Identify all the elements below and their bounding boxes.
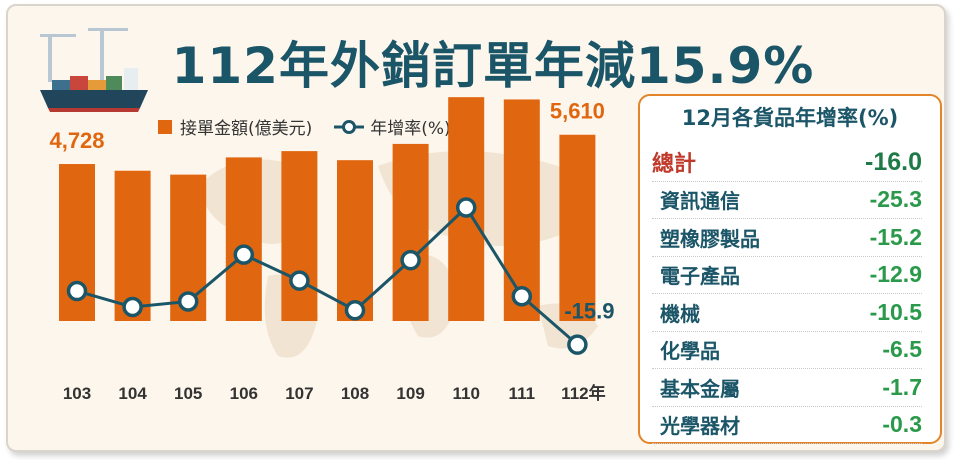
category-growth-value: -0.3 — [882, 411, 922, 438]
bar-swatch — [158, 119, 172, 134]
panel-title: 12月各貨品年增率(%) — [681, 106, 899, 130]
container-stack — [88, 80, 106, 90]
ship-hull — [40, 90, 148, 108]
category-label: 基本金屬 — [660, 376, 740, 401]
category-row-total: 總計 -16.0 — [652, 144, 922, 182]
growth-rate-point — [511, 286, 533, 307]
category-label: 光學器材 — [660, 414, 740, 439]
category-row: 資訊通信 -25.3 — [652, 182, 922, 219]
x-tick-label: 106 — [230, 384, 258, 403]
bar — [392, 143, 429, 321]
ship-waterline — [48, 108, 140, 112]
crane-tower — [100, 28, 104, 82]
growth-rate-point — [66, 280, 88, 302]
x-tick-label: 104 — [118, 384, 147, 403]
category-row: 塑橡膠製品 -15.2 — [652, 219, 922, 257]
bar — [225, 157, 262, 321]
x-tick-label: 103 — [63, 384, 91, 403]
line-swatch-icon — [334, 119, 365, 134]
growth-rate-point — [177, 291, 199, 312]
chart-legend: 接單金額(億美元) 年增率(%) — [158, 114, 473, 139]
category-row: 化學品 -6.5 — [652, 332, 922, 369]
growth-rate-point — [122, 296, 143, 318]
line-data-label: -15.9 — [564, 299, 614, 324]
category-label: 塑橡膠製品 — [660, 226, 760, 251]
x-tick-label: 109 — [396, 384, 424, 403]
category-growth-value: -12.9 — [869, 261, 922, 288]
x-tick-label: 111 — [509, 384, 536, 403]
crane-arm — [40, 34, 76, 37]
category-row: 機械 -10.5 — [652, 294, 922, 332]
growth-rate-point — [233, 244, 255, 265]
category-growth-value: -1.7 — [882, 373, 922, 400]
crane-tower — [48, 34, 52, 82]
category-row: 電子產品 -12.9 — [652, 257, 922, 294]
x-tick-label: 108 — [341, 384, 369, 403]
category-growth-value: -6.5 — [882, 336, 922, 363]
container-stack — [70, 76, 88, 90]
crane-arm — [88, 28, 128, 31]
growth-rate-point — [400, 249, 421, 271]
bar-data-label: 5,610 — [550, 99, 605, 124]
category-row: 光學器材 -0.3 — [652, 407, 922, 444]
growth-rate-point — [567, 334, 588, 355]
x-tick-label: 112年 — [561, 383, 605, 403]
category-label: 化學品 — [660, 339, 720, 364]
category-growth-value: -25.3 — [869, 186, 922, 213]
category-label: 機械 — [660, 301, 700, 326]
category-label: 資訊通信 — [660, 189, 740, 214]
container-stack — [106, 76, 122, 90]
orders-chart: 103 104 105 106 107 108 109 110 111 112年 4,728 5,61… — [49, 97, 614, 403]
cargo-ship-illustration — [40, 28, 148, 112]
x-tick-label: 107 — [285, 384, 313, 403]
category-growth-value: -15.2 — [869, 223, 922, 250]
growth-rate-point — [455, 197, 477, 218]
bar — [337, 160, 373, 321]
ship-bridge — [124, 68, 138, 90]
page-title: 112年外銷訂單年減15.9% — [171, 37, 815, 95]
bar — [503, 99, 540, 322]
growth-rate-point — [344, 299, 366, 321]
bar — [114, 170, 151, 321]
category-growth-value: -16.0 — [865, 147, 922, 176]
growth-rate-point — [289, 270, 310, 291]
category-row: 基本金屬 -1.7 — [652, 369, 922, 407]
category-growth-panel: 12月各貨品年增率(%) 總計 -16.0 資訊通信 -25.3 塑橡膠製品 -15.2 電… — [638, 94, 942, 444]
category-growth-value: -10.5 — [869, 298, 922, 325]
bar — [281, 151, 318, 321]
category-list: 總計 -16.0 資訊通信 -25.3 塑橡膠製品 -15.2 電子產品 -12.9 機械 -10… — [652, 144, 922, 444]
x-tick-label: 105 — [174, 384, 202, 403]
legend-line-label: 年增率(%) — [370, 119, 451, 139]
category-label: 總計 — [652, 152, 697, 178]
growth-rate-line — [76, 205, 579, 346]
category-label: 電子產品 — [660, 264, 740, 289]
legend-item-bars: 接單金額(億美元) — [158, 114, 312, 139]
legend-item-line: 年增率(%) — [334, 114, 451, 139]
x-tick-label: 110 — [452, 384, 479, 403]
bar-data-label: 4,728 — [49, 128, 104, 153]
container-stack — [52, 80, 70, 90]
infographic-frame: 112年外銷訂單年減15.9% 接單金額(億美元) 年增率(%) 103 104 1… — [6, 4, 946, 452]
bar — [559, 134, 596, 321]
legend-bar-label: 接單金額(億美元) — [180, 119, 313, 139]
